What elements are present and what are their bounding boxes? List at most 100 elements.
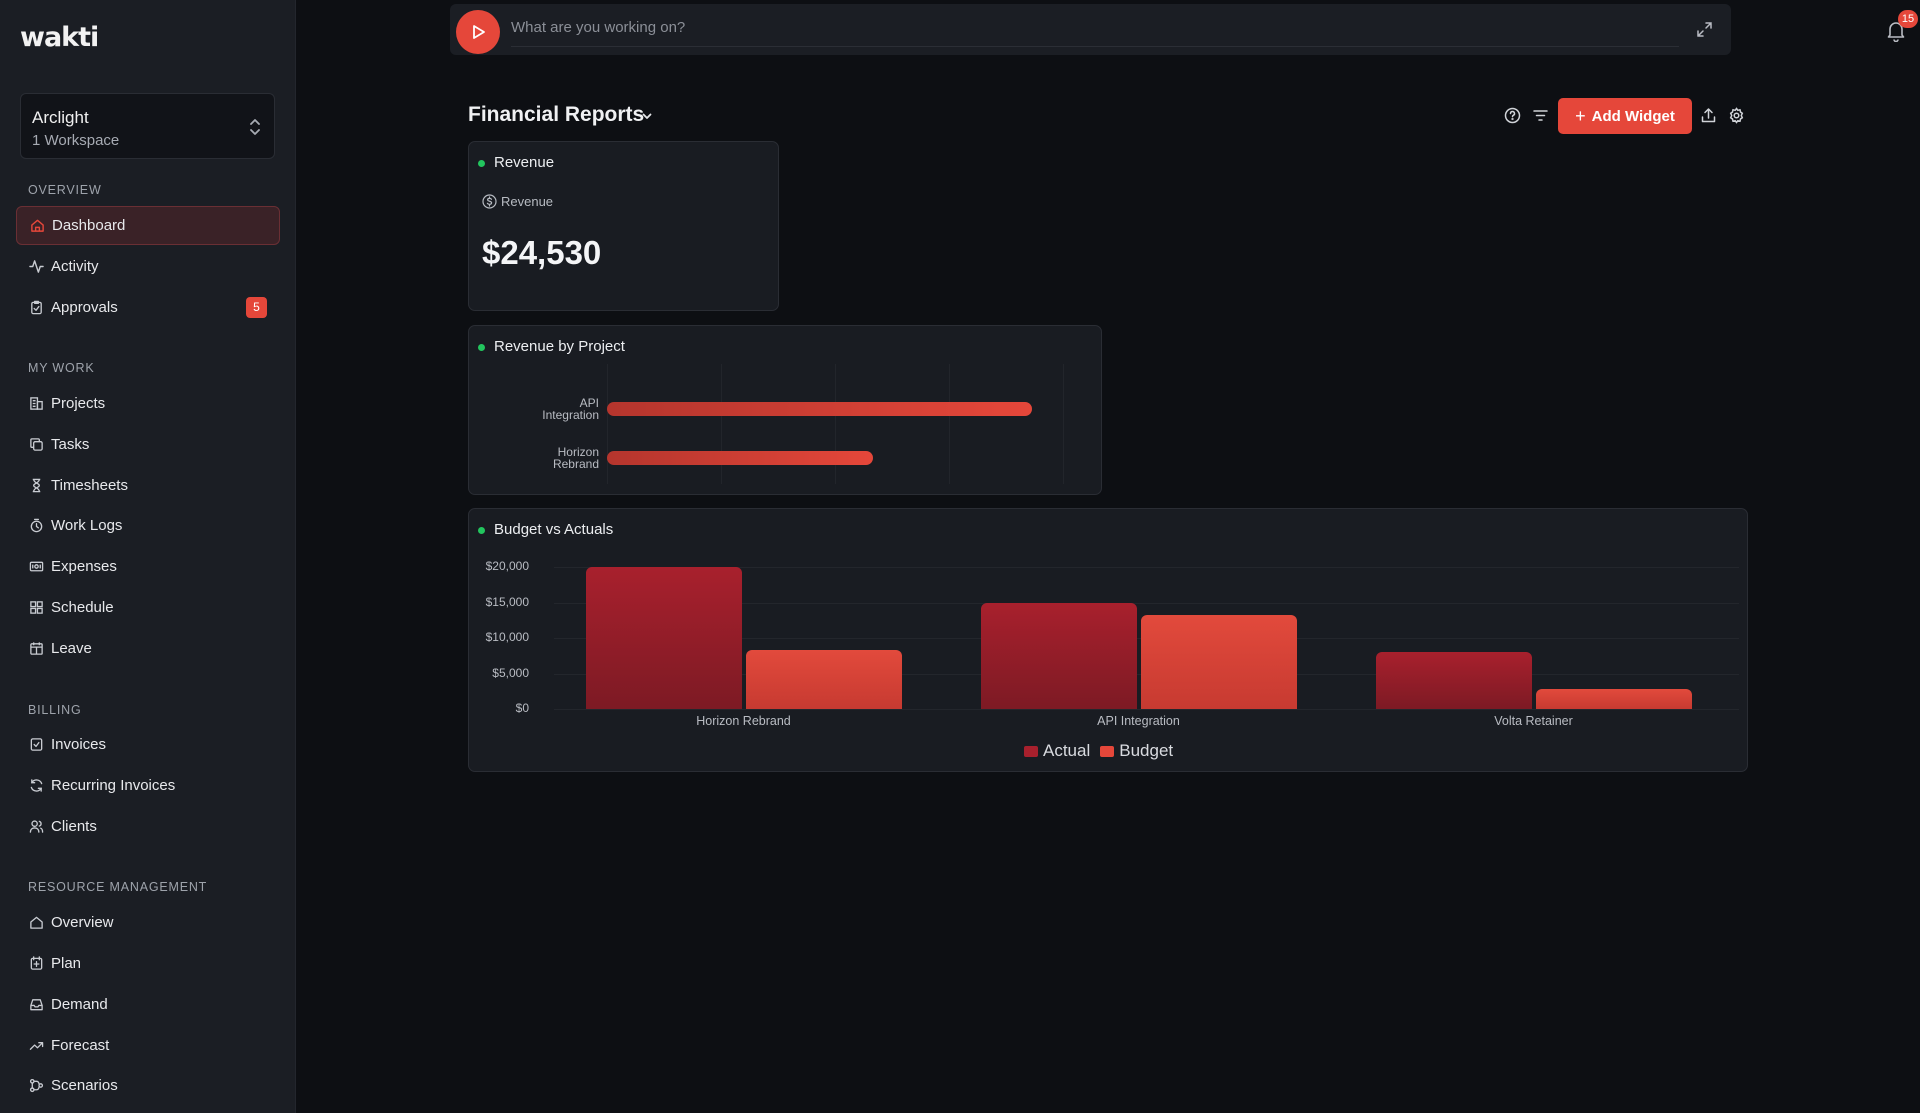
sidebar-item-label: Clients: [51, 818, 97, 835]
y-tick-label: $20,000: [485, 559, 529, 573]
refresh-icon: [30, 779, 43, 792]
sidebar-item-demand[interactable]: Demand: [16, 985, 280, 1024]
app-logo[interactable]: wakti: [20, 22, 99, 53]
sidebar: wakti Arclight 1 Workspace OVERVIEW MY W…: [0, 0, 296, 1113]
grid-line: [949, 364, 950, 484]
users-icon: [29, 820, 44, 833]
workspace-subtitle: 1 Workspace: [32, 132, 120, 149]
grid-line: [607, 364, 608, 484]
widget-title: Revenue: [494, 154, 555, 171]
revenue-by-project-widget[interactable]: Revenue by Project API Integration Horizo…: [468, 325, 1102, 495]
clipboard-check-icon: [31, 300, 42, 315]
expand-icon[interactable]: [1696, 21, 1713, 38]
legend-label[interactable]: Actual: [1043, 741, 1091, 760]
chevron-updown-icon: [250, 119, 260, 135]
legend-swatch: [1024, 745, 1038, 757]
sidebar-item-label: Expenses: [51, 558, 117, 575]
sidebar-item-tasks[interactable]: Tasks: [16, 425, 280, 464]
activity-icon: [29, 260, 44, 273]
bar-label: Horizon Rebrand: [552, 445, 599, 471]
section-overview: OVERVIEW: [28, 183, 102, 197]
widget-title: Budget vs Actuals: [494, 521, 614, 538]
inbox-icon: [30, 999, 43, 1011]
sidebar-item-resource-overview[interactable]: Overview: [16, 903, 280, 942]
metric-label: Revenue: [501, 194, 554, 209]
legend-swatch: [1100, 745, 1115, 757]
sidebar-item-work-logs[interactable]: Work Logs: [16, 506, 280, 545]
grid-line: [721, 364, 722, 484]
filter-icon[interactable]: [1532, 107, 1549, 124]
trending-up-icon: [29, 1042, 44, 1050]
workspace-switcher[interactable]: Arclight 1 Workspace: [20, 93, 275, 159]
sidebar-item-plan[interactable]: Plan: [16, 944, 280, 983]
widget-title: Revenue by Project: [494, 338, 625, 355]
receipt-icon: [29, 561, 44, 572]
home-icon: [31, 219, 44, 232]
grid-line: [1063, 364, 1064, 484]
sidebar-item-schedule[interactable]: Schedule: [16, 588, 280, 627]
revenue-widget[interactable]: Revenue Revenue $24,530: [468, 141, 779, 311]
start-timer-button[interactable]: [456, 10, 500, 54]
sidebar-item-expenses[interactable]: Expenses: [16, 547, 280, 586]
sidebar-item-dashboard[interactable]: Dashboard: [16, 206, 280, 245]
home-icon: [30, 916, 43, 929]
budget-vs-actuals-widget[interactable]: Budget vs Actuals $0 $5,000 $10,000 $15,000…: [468, 508, 1748, 772]
calendar-icon: [30, 642, 43, 655]
grid-line: [835, 364, 836, 484]
bar-actual: [1375, 652, 1532, 709]
sidebar-item-label: Activity: [51, 258, 99, 275]
sidebar-item-label: Schedule: [51, 599, 114, 616]
plus-icon: +: [1575, 105, 1586, 126]
chevron-down-icon[interactable]: [641, 110, 653, 122]
y-tick-label: $5,000: [492, 665, 529, 680]
metric-value: $24,530: [482, 234, 602, 271]
section-resource-management: RESOURCE MANAGEMENT: [28, 880, 208, 894]
clock-icon: [30, 518, 43, 533]
sidebar-item-label: Invoices: [51, 736, 107, 753]
share-icon[interactable]: [1700, 107, 1717, 124]
workspace-name: Arclight: [32, 108, 89, 127]
grid-line: [554, 602, 1739, 604]
status-dot: [478, 527, 485, 534]
sidebar-item-timesheets[interactable]: Timesheets: [16, 466, 280, 505]
y-tick-label: $10,000: [485, 630, 529, 644]
x-tick-label: API Integration: [1097, 714, 1180, 728]
grid-line: [554, 567, 1739, 568]
status-dot: [478, 344, 485, 351]
scenarios-icon: [29, 1078, 44, 1093]
sidebar-item-label: Forecast: [51, 1037, 110, 1054]
section-my-work: MY WORK: [28, 361, 95, 375]
sidebar-item-activity[interactable]: Activity: [16, 247, 280, 286]
sidebar-item-label: Recurring Invoices: [51, 777, 176, 794]
sidebar-item-invoices[interactable]: Invoices: [16, 725, 280, 764]
help-icon[interactable]: [1504, 107, 1521, 124]
add-widget-button[interactable]: + Add Widget: [1558, 98, 1692, 134]
grid-line: [554, 709, 1739, 710]
sidebar-item-label: Work Logs: [51, 517, 123, 534]
sidebar-item-label: Overview: [51, 914, 114, 931]
sidebar-item-label: Demand: [51, 996, 108, 1013]
chart-legend: Actual Budget: [1024, 741, 1183, 761]
sidebar-item-clients[interactable]: Clients: [16, 807, 280, 846]
sidebar-item-recurring-invoices[interactable]: Recurring Invoices: [16, 766, 280, 805]
settings-icon[interactable]: [1728, 107, 1745, 124]
task-description-input[interactable]: What are you working on?: [511, 19, 686, 36]
bar-actual: [980, 602, 1137, 709]
sidebar-item-forecast[interactable]: Forecast: [16, 1026, 280, 1065]
play-icon: [473, 25, 485, 39]
sidebar-item-approvals[interactable]: Approvals 5: [16, 288, 280, 327]
plan-icon: [30, 956, 43, 970]
bar: [607, 402, 1033, 416]
sidebar-item-scenarios[interactable]: Scenarios: [16, 1066, 280, 1105]
page-title[interactable]: Financial Reports: [468, 103, 645, 126]
bar-actual: [585, 567, 742, 709]
grid-icon: [30, 601, 43, 614]
section-billing: BILLING: [28, 703, 82, 717]
bar-budget: [1535, 689, 1692, 709]
legend-label[interactable]: Budget: [1119, 741, 1174, 760]
bar-label: API Integration: [542, 396, 599, 422]
notification-count-badge: 15: [1898, 10, 1918, 28]
input-underline: [511, 46, 1679, 47]
sidebar-item-leave[interactable]: Leave: [16, 629, 280, 668]
sidebar-item-projects[interactable]: Projects: [16, 384, 280, 423]
